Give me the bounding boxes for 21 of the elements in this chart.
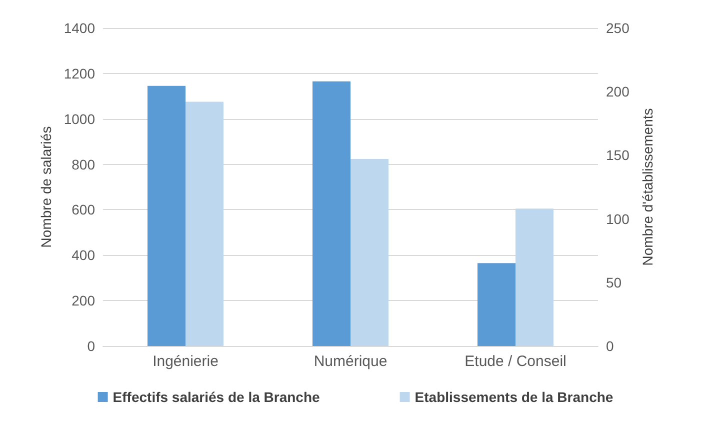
- x-tick-label: Etude / Conseil: [464, 353, 566, 370]
- y2-tick-label: 250: [606, 20, 630, 36]
- y-tick-label: 400: [72, 247, 96, 264]
- y2-tick-label: 150: [606, 147, 630, 164]
- y-tick-label: 600: [72, 202, 96, 218]
- y-tick-label: 0: [87, 338, 96, 354]
- y-axis-title: Nombre de salariés: [38, 126, 54, 248]
- x-tick-label: Ingénierie: [152, 353, 218, 370]
- legend-label: Effectifs salariés de la Branche: [112, 389, 320, 405]
- y-tick-label: 1400: [64, 20, 96, 36]
- y2-axis-title: Nombre d'établissements: [639, 108, 656, 266]
- y2-tick-label: 200: [606, 84, 630, 100]
- y-tick-label: 200: [72, 292, 96, 309]
- y-tick-label: 1200: [64, 65, 96, 82]
- y2-tick-label: 100: [606, 210, 630, 227]
- x-tick-label: Numérique: [314, 353, 388, 370]
- y2-tick-label: 0: [606, 338, 614, 354]
- y-tick-label: 1000: [64, 110, 96, 127]
- legend-label: Etablissements de la Branche: [414, 389, 614, 405]
- y-tick-label: 800: [72, 156, 96, 172]
- y2-tick-label: 50: [606, 274, 622, 290]
